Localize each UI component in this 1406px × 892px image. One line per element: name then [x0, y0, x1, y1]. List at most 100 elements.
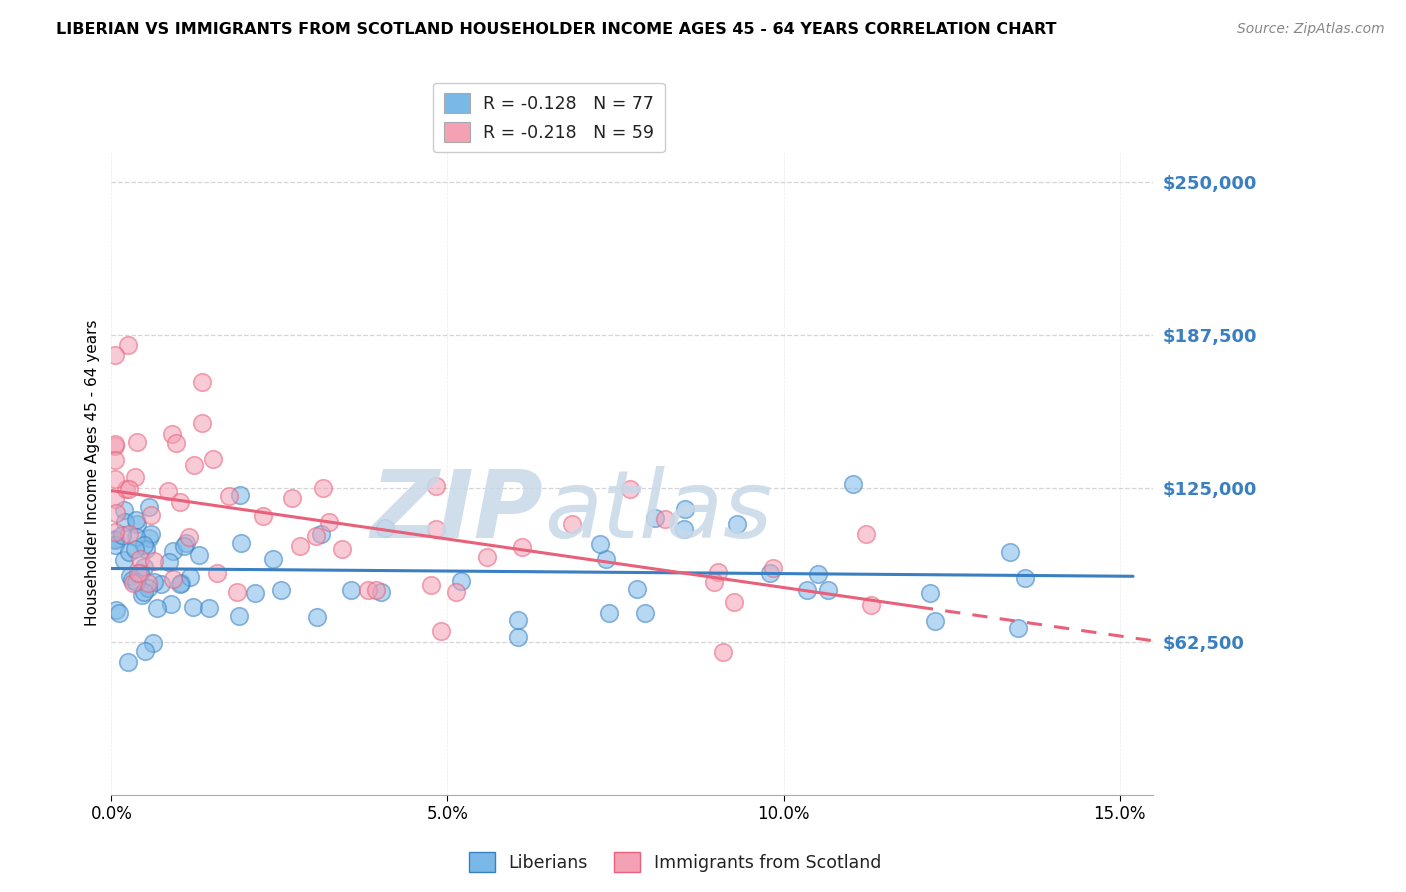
Point	[713, 645, 735, 659]
Point	[758, 566, 780, 581]
Point	[339, 582, 361, 597]
Point	[762, 561, 785, 575]
Point	[179, 570, 201, 584]
Point	[105, 506, 128, 520]
Point	[138, 500, 160, 514]
Point	[855, 526, 877, 541]
Point	[157, 555, 180, 569]
Point	[131, 588, 153, 602]
Text: ZIP: ZIP	[371, 466, 544, 558]
Point	[169, 576, 191, 591]
Point	[201, 451, 224, 466]
Point	[117, 337, 139, 351]
Point	[115, 482, 138, 496]
Point	[135, 542, 157, 557]
Point	[318, 515, 340, 529]
Point	[129, 566, 152, 580]
Point	[262, 552, 284, 566]
Point	[146, 601, 169, 615]
Text: LIBERIAN VS IMMIGRANTS FROM SCOTLAND HOUSEHOLDER INCOME AGES 45 - 64 YEARS CORRE: LIBERIAN VS IMMIGRANTS FROM SCOTLAND HOU…	[56, 22, 1057, 37]
Point	[626, 582, 648, 597]
Point	[228, 609, 250, 624]
Point	[842, 476, 865, 491]
Point	[181, 599, 204, 614]
Point	[127, 435, 149, 450]
Point	[143, 553, 166, 567]
Point	[160, 598, 183, 612]
Point	[121, 573, 143, 587]
Point	[673, 501, 696, 516]
Point	[446, 585, 468, 599]
Point	[374, 521, 396, 535]
Point	[136, 575, 159, 590]
Point	[918, 586, 941, 600]
Point	[118, 545, 141, 559]
Point	[112, 502, 135, 516]
Point	[104, 525, 127, 540]
Point	[245, 586, 267, 600]
Point	[104, 538, 127, 552]
Point	[191, 376, 214, 390]
Point	[143, 574, 166, 589]
Point	[366, 582, 388, 597]
Point	[127, 566, 149, 580]
Point	[595, 551, 617, 566]
Point	[633, 606, 655, 620]
Point	[142, 636, 165, 650]
Point	[1007, 621, 1029, 635]
Point	[191, 416, 214, 430]
Point	[304, 529, 326, 543]
Point	[288, 539, 311, 553]
Point	[104, 491, 127, 506]
Point	[727, 516, 749, 531]
Point	[136, 581, 159, 595]
Point	[125, 530, 148, 544]
Point	[654, 512, 676, 526]
Point	[796, 583, 818, 598]
Point	[425, 522, 447, 536]
Point	[169, 495, 191, 509]
Point	[132, 560, 155, 574]
Point	[924, 614, 946, 628]
Point	[108, 607, 131, 621]
Point	[723, 595, 745, 609]
Point	[205, 566, 228, 581]
Point	[114, 515, 136, 529]
Point	[134, 584, 156, 599]
Point	[112, 553, 135, 567]
Point	[305, 609, 328, 624]
Point	[817, 582, 839, 597]
Point	[104, 532, 127, 546]
Legend: R = -0.128   N = 77, R = -0.218   N = 59: R = -0.128 N = 77, R = -0.218 N = 59	[433, 83, 665, 153]
Point	[162, 572, 184, 586]
Point	[430, 624, 453, 638]
Point	[173, 540, 195, 554]
Point	[506, 613, 529, 627]
Point	[312, 481, 335, 495]
Point	[198, 601, 221, 615]
Point	[127, 517, 149, 532]
Point	[125, 513, 148, 527]
Point	[225, 585, 247, 599]
Point	[703, 575, 725, 590]
Point	[149, 576, 172, 591]
Point	[706, 565, 728, 579]
Point	[165, 436, 187, 450]
Point	[672, 522, 695, 536]
Point	[104, 437, 127, 451]
Point	[425, 479, 447, 493]
Point	[619, 483, 641, 497]
Point	[589, 537, 612, 551]
Point	[134, 644, 156, 658]
Point	[169, 575, 191, 590]
Point	[806, 566, 828, 581]
Point	[188, 548, 211, 562]
Point	[104, 533, 127, 547]
Point	[104, 603, 127, 617]
Point	[162, 544, 184, 558]
Point	[104, 439, 127, 453]
Point	[280, 491, 302, 505]
Point	[450, 574, 472, 588]
Point	[141, 527, 163, 541]
Point	[104, 472, 127, 486]
